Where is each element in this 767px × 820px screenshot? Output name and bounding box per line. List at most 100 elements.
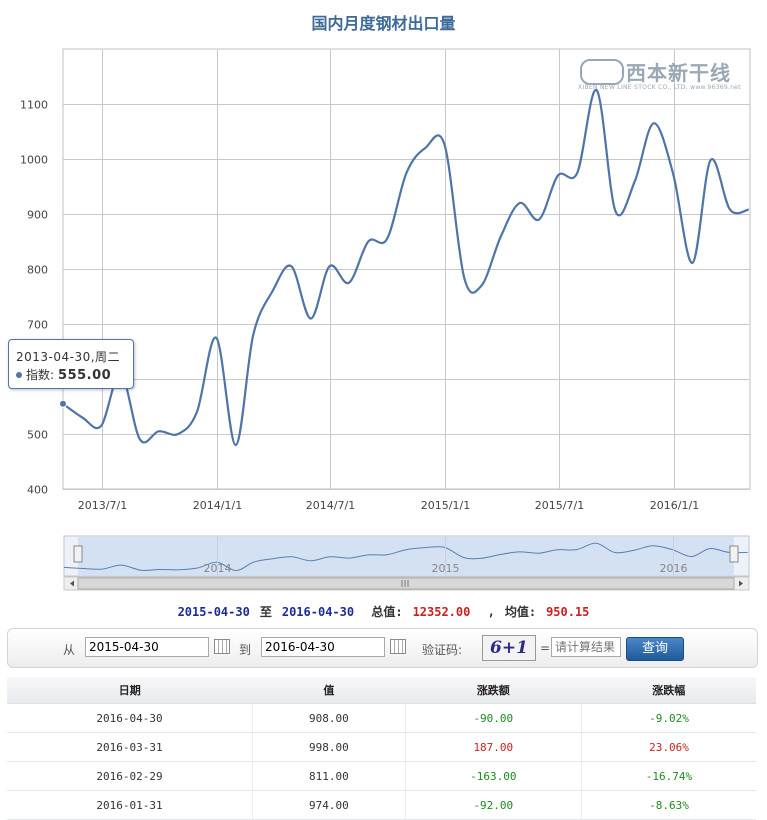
data-point: [613, 208, 619, 214]
chart-tooltip: 2013-04-30,周二 指数: 555.00: [8, 339, 134, 389]
data-point: [404, 170, 410, 176]
from-label: 从: [63, 643, 76, 657]
data-point: [270, 288, 276, 294]
data-point: [346, 280, 352, 286]
query-bar: 从 到 验证码: 6+1 = 查询: [7, 628, 758, 668]
watermark-subtext: XIBEN NEW LINE STOCK CO., LTD. www.96369…: [578, 84, 741, 91]
data-point: [384, 236, 390, 242]
cell-change: -90.00: [405, 703, 582, 733]
cell-date: 2016-01-31: [7, 790, 253, 820]
scrollbar-thumb[interactable]: [77, 577, 735, 590]
cell-pct: 23.06%: [581, 732, 756, 762]
tooltip-value: 555.00: [58, 368, 112, 383]
tooltip-date: 2013-04-30,周二: [16, 350, 121, 364]
cell-value: 998.00: [252, 732, 406, 762]
col-header-change: 涨跌额: [405, 677, 582, 704]
navigator-year-label: 2016: [660, 562, 688, 575]
tooltip-label: 指数:: [26, 368, 55, 382]
summary-total-label: 总值:: [371, 605, 403, 619]
y-tick-label: 1000: [20, 154, 48, 167]
data-point: [651, 120, 657, 126]
summary-end: 2016-04-30: [281, 605, 355, 619]
logo-icon: [580, 59, 624, 85]
navigator-handle[interactable]: [729, 545, 739, 563]
scroll-left-icon[interactable]: [70, 580, 74, 587]
from-date-input[interactable]: [85, 637, 209, 657]
cell-pct: -9.02%: [581, 703, 756, 733]
data-point: [727, 207, 733, 213]
chart-title: 国内月度钢材出口量: [311, 14, 456, 33]
data-point: [137, 437, 143, 443]
captcha-image: 6+1: [482, 635, 536, 661]
navigator-series: [63, 542, 748, 572]
query-button[interactable]: 查询: [626, 637, 684, 661]
line-chart[interactable]: 400500600700800900100011002013/7/12014/1…: [0, 0, 767, 600]
data-point: [233, 442, 239, 448]
to-date-input[interactable]: [261, 637, 385, 657]
data-point: [632, 178, 638, 184]
data-point: [288, 263, 294, 269]
summary-avg-label: 均值:: [504, 605, 537, 619]
calendar-icon[interactable]: [390, 639, 406, 654]
table-row: 2016-03-31 998.00 187.00 23.06%: [7, 732, 756, 762]
data-point: [517, 200, 523, 206]
data-point: [442, 142, 448, 148]
data-table: 日期 值 涨跌额 涨跌幅 2016-04-30 908.00 -90.00 -9.02…: [7, 677, 756, 820]
series-line: [62, 89, 749, 447]
calendar-icon[interactable]: [214, 639, 230, 654]
data-point: [670, 170, 676, 176]
y-tick-label: 900: [27, 209, 48, 222]
navigator[interactable]: 2014 2015 2016: [63, 535, 750, 591]
x-tick-label: 2016/1/1: [650, 499, 699, 512]
hover-marker: [59, 399, 67, 408]
summary-start: 2015-04-30: [177, 605, 250, 619]
cell-pct: -16.74%: [581, 761, 756, 791]
cell-change: -163.00: [405, 761, 582, 791]
cell-date: 2016-03-31: [7, 732, 253, 762]
data-point: [98, 423, 104, 429]
col-header-pct: 涨跌幅: [581, 677, 756, 704]
data-point: [574, 170, 580, 176]
cell-value: 908.00: [252, 703, 406, 733]
y-tick-label: 400: [27, 484, 48, 497]
x-tick-label: 2014/1/1: [193, 499, 242, 512]
captcha-label: 验证码:: [422, 643, 463, 657]
navigator-handle[interactable]: [73, 545, 83, 563]
data-point: [479, 283, 485, 289]
x-tick-label: 2015/7/1: [535, 499, 584, 512]
data-point: [308, 316, 314, 322]
data-point: [422, 145, 428, 151]
data-point: [79, 415, 85, 421]
y-tick-label: 700: [27, 319, 48, 332]
cell-change: 187.00: [405, 732, 582, 762]
watermark-text: 西本新干线: [626, 61, 731, 85]
x-tick-label: 2013/7/1: [78, 499, 127, 512]
data-point: [194, 409, 200, 415]
summary-to: 至: [259, 605, 272, 619]
x-tick-label: 2015/1/1: [421, 499, 470, 512]
data-point: [746, 207, 752, 213]
data-point: [536, 217, 542, 223]
col-header-value: 值: [252, 677, 406, 704]
cell-date: 2016-02-29: [7, 761, 253, 791]
data-point: [498, 233, 504, 239]
cell-change: -92.00: [405, 790, 582, 820]
data-point: [365, 239, 371, 245]
data-point: [708, 157, 714, 163]
data-point: [689, 260, 695, 266]
navigator-year-label: 2015: [432, 562, 460, 575]
data-point: [461, 274, 467, 280]
captcha-answer-input[interactable]: [551, 637, 621, 657]
data-point: [555, 173, 561, 179]
scroll-right-icon[interactable]: [739, 580, 743, 587]
table-row: 2016-04-30 908.00 -90.00 -9.02%: [7, 703, 756, 733]
navigator-year-label: 2014: [204, 562, 232, 575]
watermark-logo: 西本新干线 XIBEN NEW LINE STOCK CO., LTD. www…: [578, 55, 750, 95]
table-row: 2016-01-31 974.00 -92.00 -8.63%: [7, 790, 756, 820]
data-point: [213, 335, 219, 341]
y-tick-label: 500: [27, 429, 48, 442]
summary-total: 12352.00: [412, 605, 471, 619]
cell-pct: -8.63%: [581, 790, 756, 820]
data-point: [175, 431, 181, 437]
y-tick-label: 1100: [20, 99, 48, 112]
